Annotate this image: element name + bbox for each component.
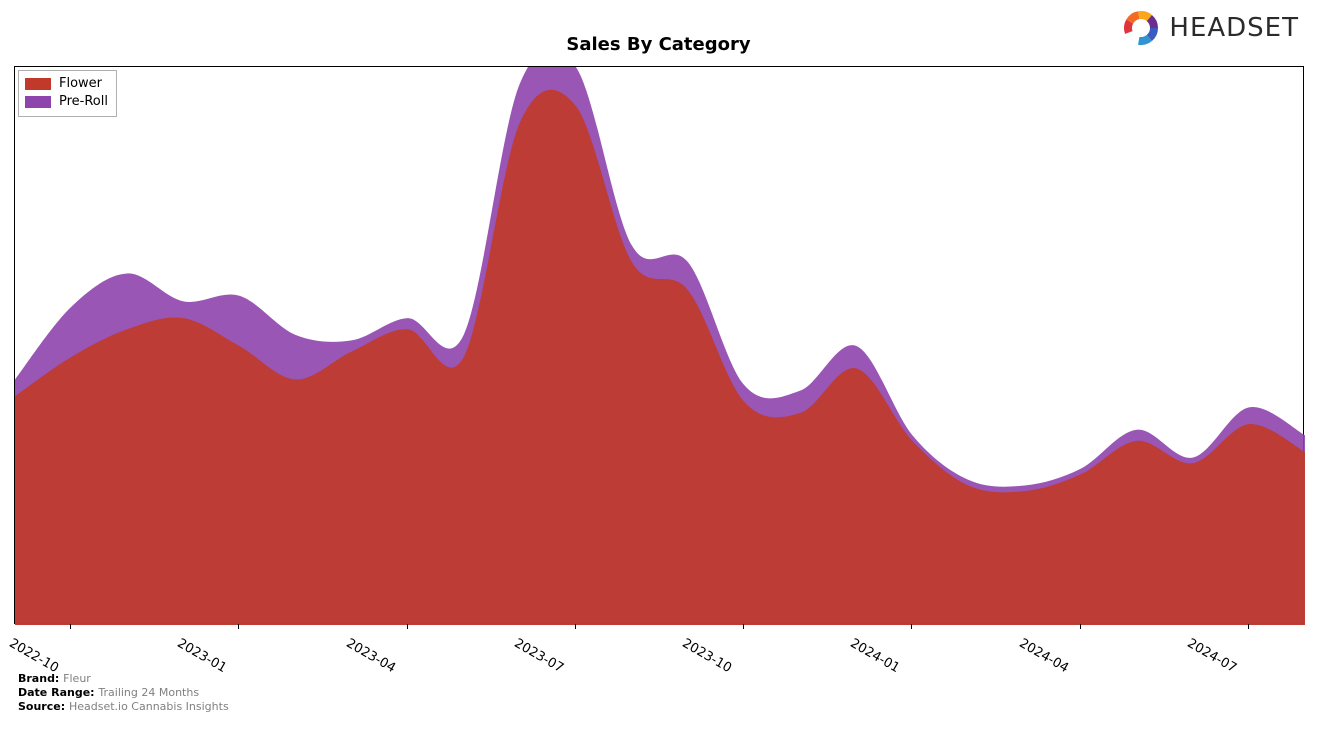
- area-flower: [15, 90, 1305, 625]
- legend: FlowerPre-Roll: [18, 70, 117, 117]
- plot-area: FlowerPre-Roll: [14, 66, 1304, 624]
- legend-item: Flower: [25, 75, 108, 93]
- legend-item: Pre-Roll: [25, 93, 108, 111]
- footer-value: Fleur: [63, 672, 91, 685]
- footer-key: Source:: [18, 700, 69, 713]
- chart-page: Sales By Category HEADSET FlowerPre-Roll…: [0, 0, 1317, 741]
- legend-label: Pre-Roll: [59, 93, 108, 111]
- footer-value: Trailing 24 Months: [98, 686, 199, 699]
- x-tick-mark: [70, 624, 71, 629]
- footer-value: Headset.io Cannabis Insights: [69, 700, 229, 713]
- x-tick-mark: [575, 624, 576, 629]
- legend-label: Flower: [59, 75, 102, 93]
- x-tick-label: 2023-07: [511, 636, 566, 676]
- x-tick-mark: [743, 624, 744, 629]
- area-chart-svg: [15, 67, 1305, 625]
- footer-line: Source: Headset.io Cannabis Insights: [18, 700, 229, 714]
- x-tick-mark: [911, 624, 912, 629]
- footer-line: Date Range: Trailing 24 Months: [18, 686, 229, 700]
- legend-swatch: [25, 96, 51, 108]
- headset-logo-text: HEADSET: [1169, 13, 1299, 43]
- chart-footer: Brand: FleurDate Range: Trailing 24 Mont…: [18, 672, 229, 714]
- footer-key: Brand:: [18, 672, 63, 685]
- headset-logo-icon: [1121, 8, 1161, 48]
- x-tick-mark: [238, 624, 239, 629]
- x-tick-label: 2023-10: [680, 636, 735, 676]
- footer-key: Date Range:: [18, 686, 98, 699]
- legend-swatch: [25, 78, 51, 90]
- x-tick-label: 2024-07: [1184, 636, 1239, 676]
- x-tick-label: 2022-10: [7, 636, 62, 676]
- x-tick-mark: [1080, 624, 1081, 629]
- x-tick-mark: [1248, 624, 1249, 629]
- x-tick-label: 2023-01: [175, 636, 230, 676]
- chart-title: Sales By Category: [0, 34, 1317, 55]
- x-tick-label: 2024-04: [1016, 636, 1071, 676]
- footer-line: Brand: Fleur: [18, 672, 229, 686]
- x-tick-label: 2024-01: [848, 636, 903, 676]
- x-tick-label: 2023-04: [343, 636, 398, 676]
- headset-logo: HEADSET: [1121, 8, 1299, 48]
- x-tick-mark: [407, 624, 408, 629]
